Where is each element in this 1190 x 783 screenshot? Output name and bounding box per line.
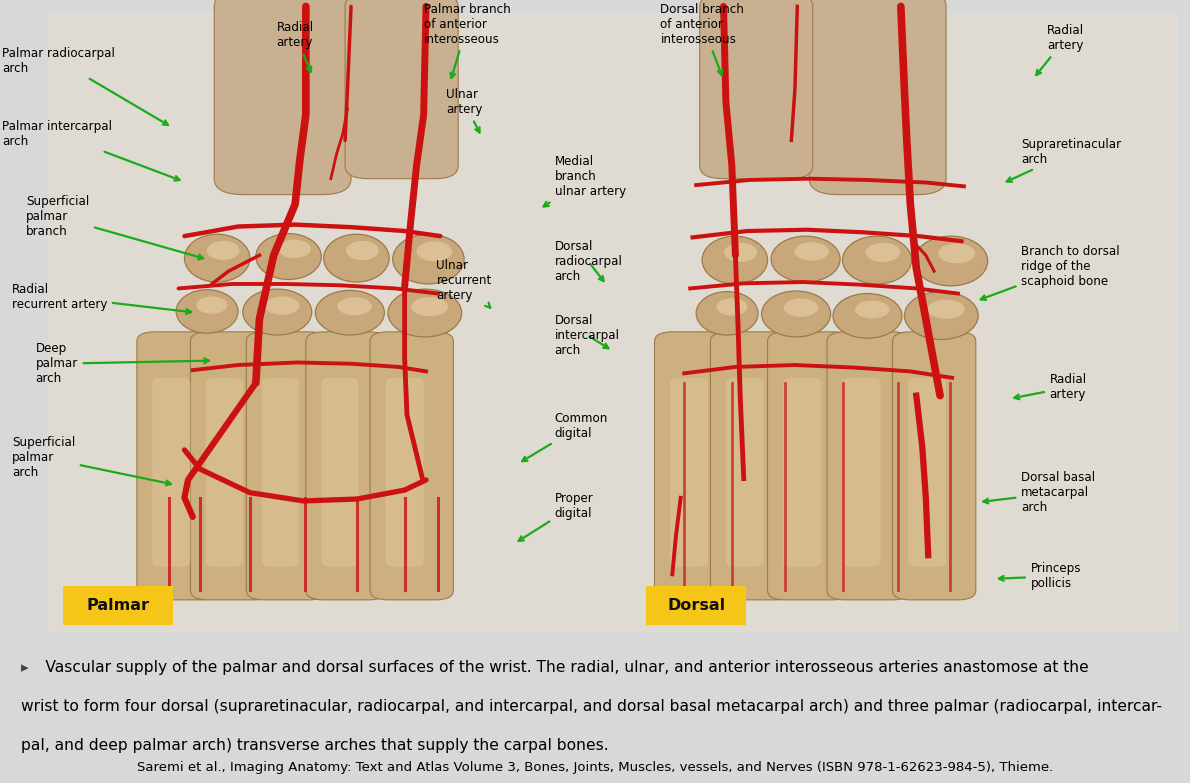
Ellipse shape (725, 243, 757, 262)
Ellipse shape (783, 298, 819, 317)
Text: Branch to dorsal
ridge of the
scaphoid bone: Branch to dorsal ridge of the scaphoid b… (981, 244, 1120, 300)
Text: Princeps
pollicis: Princeps pollicis (998, 562, 1081, 590)
FancyBboxPatch shape (63, 586, 173, 626)
FancyBboxPatch shape (306, 332, 387, 600)
Ellipse shape (702, 236, 768, 284)
Text: Dorsal: Dorsal (668, 598, 725, 613)
Text: Common
digital: Common digital (522, 412, 608, 461)
FancyBboxPatch shape (710, 332, 794, 600)
Text: Deep
palmar
arch: Deep palmar arch (36, 342, 209, 385)
FancyBboxPatch shape (809, 0, 946, 195)
Ellipse shape (176, 290, 238, 333)
Ellipse shape (196, 296, 227, 314)
Ellipse shape (388, 289, 462, 337)
FancyBboxPatch shape (214, 0, 351, 195)
FancyBboxPatch shape (670, 377, 708, 567)
FancyBboxPatch shape (190, 332, 271, 600)
Ellipse shape (833, 294, 902, 338)
Text: Palmar branch
of anterior
interosseous: Palmar branch of anterior interosseous (425, 3, 511, 78)
FancyBboxPatch shape (370, 332, 453, 600)
Ellipse shape (914, 236, 988, 286)
Ellipse shape (184, 234, 250, 282)
FancyBboxPatch shape (206, 377, 243, 567)
Bar (595, 13, 1178, 632)
Text: pal, and deep palmar arch) transverse arches that supply the carpal bones.: pal, and deep palmar arch) transverse ar… (21, 738, 609, 753)
Ellipse shape (939, 244, 976, 263)
Text: Supraretinacular
arch: Supraretinacular arch (1007, 138, 1121, 182)
Text: Palmar: Palmar (87, 598, 149, 613)
Bar (48, 13, 595, 632)
Text: Ulnar
recurrent
artery: Ulnar recurrent artery (437, 259, 491, 308)
Text: Proper
digital: Proper digital (519, 492, 594, 541)
Text: wrist to form four dorsal (supraretinacular, radiocarpal, and intercarpal, and d: wrist to form four dorsal (supraretinacu… (21, 699, 1163, 714)
Text: Dorsal basal
metacarpal
arch: Dorsal basal metacarpal arch (983, 471, 1095, 514)
Ellipse shape (716, 298, 747, 316)
FancyBboxPatch shape (892, 332, 976, 600)
FancyBboxPatch shape (386, 377, 424, 567)
Ellipse shape (866, 243, 901, 262)
Text: Radial
artery: Radial artery (1014, 373, 1086, 402)
FancyBboxPatch shape (152, 377, 190, 567)
FancyBboxPatch shape (137, 332, 220, 600)
Ellipse shape (904, 291, 978, 340)
FancyBboxPatch shape (783, 377, 821, 567)
Ellipse shape (854, 301, 890, 319)
FancyBboxPatch shape (843, 377, 881, 567)
Text: Radial
recurrent artery: Radial recurrent artery (12, 283, 192, 314)
Ellipse shape (416, 241, 452, 262)
Text: Medial
branch
ulnar artery: Medial branch ulnar artery (544, 155, 626, 207)
FancyBboxPatch shape (654, 332, 738, 600)
Ellipse shape (795, 242, 829, 261)
Ellipse shape (315, 290, 384, 335)
Text: Radial
artery: Radial artery (1036, 24, 1084, 75)
Ellipse shape (412, 297, 447, 316)
Ellipse shape (256, 233, 321, 280)
Text: Radial
artery: Radial artery (276, 21, 314, 72)
Text: Palmar intercarpal
arch: Palmar intercarpal arch (2, 120, 180, 181)
Ellipse shape (393, 234, 464, 284)
FancyBboxPatch shape (321, 377, 358, 567)
Ellipse shape (762, 291, 831, 337)
Ellipse shape (928, 300, 965, 319)
FancyBboxPatch shape (700, 0, 813, 179)
Ellipse shape (346, 241, 378, 260)
Text: Dorsal
radiocarpal
arch: Dorsal radiocarpal arch (555, 240, 622, 283)
Ellipse shape (264, 297, 300, 315)
Text: Saremi et al., Imaging Anatomy: Text and Atlas Volume 3, Bones, Joints, Muscles,: Saremi et al., Imaging Anatomy: Text and… (137, 761, 1053, 774)
Ellipse shape (771, 236, 840, 282)
Text: ▸: ▸ (21, 660, 29, 675)
Text: Palmar radiocarpal
arch: Palmar radiocarpal arch (2, 47, 168, 125)
FancyBboxPatch shape (646, 586, 746, 626)
Ellipse shape (696, 291, 758, 335)
Text: Ulnar
artery: Ulnar artery (446, 88, 482, 132)
FancyBboxPatch shape (345, 0, 458, 179)
Ellipse shape (207, 241, 239, 260)
FancyBboxPatch shape (908, 377, 946, 567)
FancyBboxPatch shape (768, 332, 851, 600)
Ellipse shape (278, 240, 311, 258)
Text: Dorsal
intercarpal
arch: Dorsal intercarpal arch (555, 313, 620, 356)
Ellipse shape (243, 289, 312, 335)
FancyBboxPatch shape (726, 377, 764, 567)
Text: Superficial
palmar
branch: Superficial palmar branch (26, 196, 203, 259)
FancyBboxPatch shape (262, 377, 299, 567)
FancyBboxPatch shape (246, 332, 327, 600)
FancyBboxPatch shape (827, 332, 910, 600)
Ellipse shape (338, 298, 372, 316)
Text: Dorsal branch
of anterior
interosseous: Dorsal branch of anterior interosseous (660, 3, 744, 75)
Ellipse shape (324, 234, 389, 282)
Ellipse shape (843, 236, 912, 284)
Text: Vascular supply of the palmar and dorsal surfaces of the wrist. The radial, ulna: Vascular supply of the palmar and dorsal… (21, 660, 1089, 675)
Text: Superficial
palmar
arch: Superficial palmar arch (12, 436, 171, 485)
